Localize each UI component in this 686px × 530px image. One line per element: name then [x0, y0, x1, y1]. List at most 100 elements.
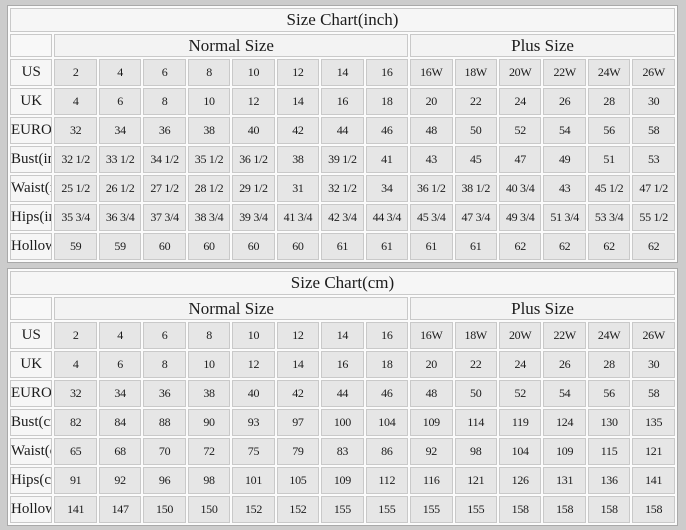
size-cell: 124: [543, 409, 586, 436]
row-label: Bust(inch): [10, 146, 53, 173]
size-cell: 35 1/2: [187, 146, 231, 173]
size-cell: 82: [54, 409, 97, 436]
size-cell: 84: [98, 409, 142, 436]
size-cell: 4: [98, 322, 142, 349]
size-cell: 155: [365, 496, 409, 523]
size-cell: 26 1/2: [98, 175, 142, 202]
size-cell: 27 1/2: [143, 175, 186, 202]
table-row: EUROPE3234363840424446485052545658: [10, 117, 675, 144]
size-cell: 147: [98, 496, 142, 523]
size-cell: 12: [276, 322, 320, 349]
table-row: UK 4 6 8 10 12 14 16 18 20 22 24 26 28 30: [10, 351, 675, 378]
size-cell: 54: [543, 117, 586, 144]
size-cell: 45: [454, 146, 497, 173]
size-cell: 155: [410, 496, 453, 523]
size-cell: 150: [187, 496, 231, 523]
size-cell: 8: [143, 88, 186, 115]
size-cell: 109: [543, 438, 586, 465]
size-cell: 16: [321, 351, 364, 378]
size-cell: 32 1/2: [54, 146, 97, 173]
size-cell: 2: [54, 322, 97, 349]
size-cell: 24: [498, 351, 542, 378]
size-cell: 47 3/4: [454, 204, 497, 231]
row-label: US: [10, 59, 53, 86]
row-label: UK: [10, 88, 53, 115]
size-cell: 36: [143, 117, 186, 144]
size-cell: 45 1/2: [587, 175, 631, 202]
size-cell: 135: [632, 409, 675, 436]
size-cell: 16: [365, 59, 409, 86]
size-cell: 38 1/2: [454, 175, 497, 202]
size-cell: 16: [321, 88, 364, 115]
size-cell: 6: [143, 322, 186, 349]
size-cell: 34: [98, 380, 142, 407]
size-cell: 10: [232, 322, 275, 349]
size-cell: 22: [454, 351, 497, 378]
size-cell: 10: [187, 88, 231, 115]
size-cell: 49: [543, 146, 586, 173]
row-label: Waist(cm): [10, 438, 53, 465]
size-cell: 37 3/4: [143, 204, 186, 231]
size-cell: 28: [587, 351, 631, 378]
size-cell: 61: [410, 233, 453, 260]
size-cell: 79: [276, 438, 320, 465]
table-row: UK 4 6 8 10 12 14 16 18 20 22 24 26 28 30: [10, 88, 675, 115]
size-cell: 26W: [632, 322, 675, 349]
size-cell: 34: [365, 175, 409, 202]
size-cell: 126: [498, 467, 542, 494]
normal-size-header: Normal Size: [54, 297, 409, 320]
size-cell: 56: [587, 380, 631, 407]
size-cell: 86: [365, 438, 409, 465]
size-cell: 100: [321, 409, 364, 436]
table-row: Hollow to Floor(inch)5959606060606161616…: [10, 233, 675, 260]
size-cell: 12: [232, 351, 275, 378]
group-header-row: Normal Size Plus Size: [10, 297, 675, 320]
size-cell: 42: [276, 117, 320, 144]
size-cell: 105: [276, 467, 320, 494]
table-row: Waist(cm)6568707275798386929810410911512…: [10, 438, 675, 465]
size-cell: 20: [410, 351, 453, 378]
size-cell: 109: [410, 409, 453, 436]
table-row: Hips(cm)91929698101105109112116121126131…: [10, 467, 675, 494]
size-cell: 47 1/2: [632, 175, 675, 202]
size-cell: 121: [454, 467, 497, 494]
size-cell: 97: [276, 409, 320, 436]
size-cell: 36 3/4: [98, 204, 142, 231]
size-cell: 38 3/4: [187, 204, 231, 231]
normal-size-header: Normal Size: [54, 34, 409, 57]
table-title-cm: Size Chart(cm): [10, 271, 675, 295]
size-cell: 6: [98, 88, 142, 115]
size-cell: 45 3/4: [410, 204, 453, 231]
size-cell: 20W: [498, 59, 542, 86]
size-cell: 47: [498, 146, 542, 173]
size-cell: 62: [498, 233, 542, 260]
row-label: UK: [10, 351, 53, 378]
size-cell: 14: [321, 322, 364, 349]
size-cell: 26: [543, 351, 586, 378]
size-cell: 98: [187, 467, 231, 494]
size-cell: 34: [98, 117, 142, 144]
size-cell: 53 3/4: [587, 204, 631, 231]
size-cell: 58: [632, 380, 675, 407]
size-cell: 68: [98, 438, 142, 465]
size-cell: 18: [365, 88, 409, 115]
size-cell: 28 1/2: [187, 175, 231, 202]
size-cell: 130: [587, 409, 631, 436]
size-cell: 92: [98, 467, 142, 494]
size-cell: 39 1/2: [321, 146, 364, 173]
size-cell: 38: [187, 380, 231, 407]
size-cell: 91: [54, 467, 97, 494]
size-cell: 29 1/2: [232, 175, 275, 202]
size-cell: 6: [143, 59, 186, 86]
size-cell: 31: [276, 175, 320, 202]
size-cell: 44: [321, 380, 364, 407]
size-cell: 48: [410, 117, 453, 144]
size-cell: 8: [143, 351, 186, 378]
size-cell: 60: [276, 233, 320, 260]
size-cell: 10: [187, 351, 231, 378]
size-cell: 61: [365, 233, 409, 260]
row-label: EUROPE: [10, 117, 53, 144]
size-cell: 61: [454, 233, 497, 260]
size-cell: 141: [54, 496, 97, 523]
table-row: Hips(inch)35 3/436 3/437 3/438 3/439 3/4…: [10, 204, 675, 231]
